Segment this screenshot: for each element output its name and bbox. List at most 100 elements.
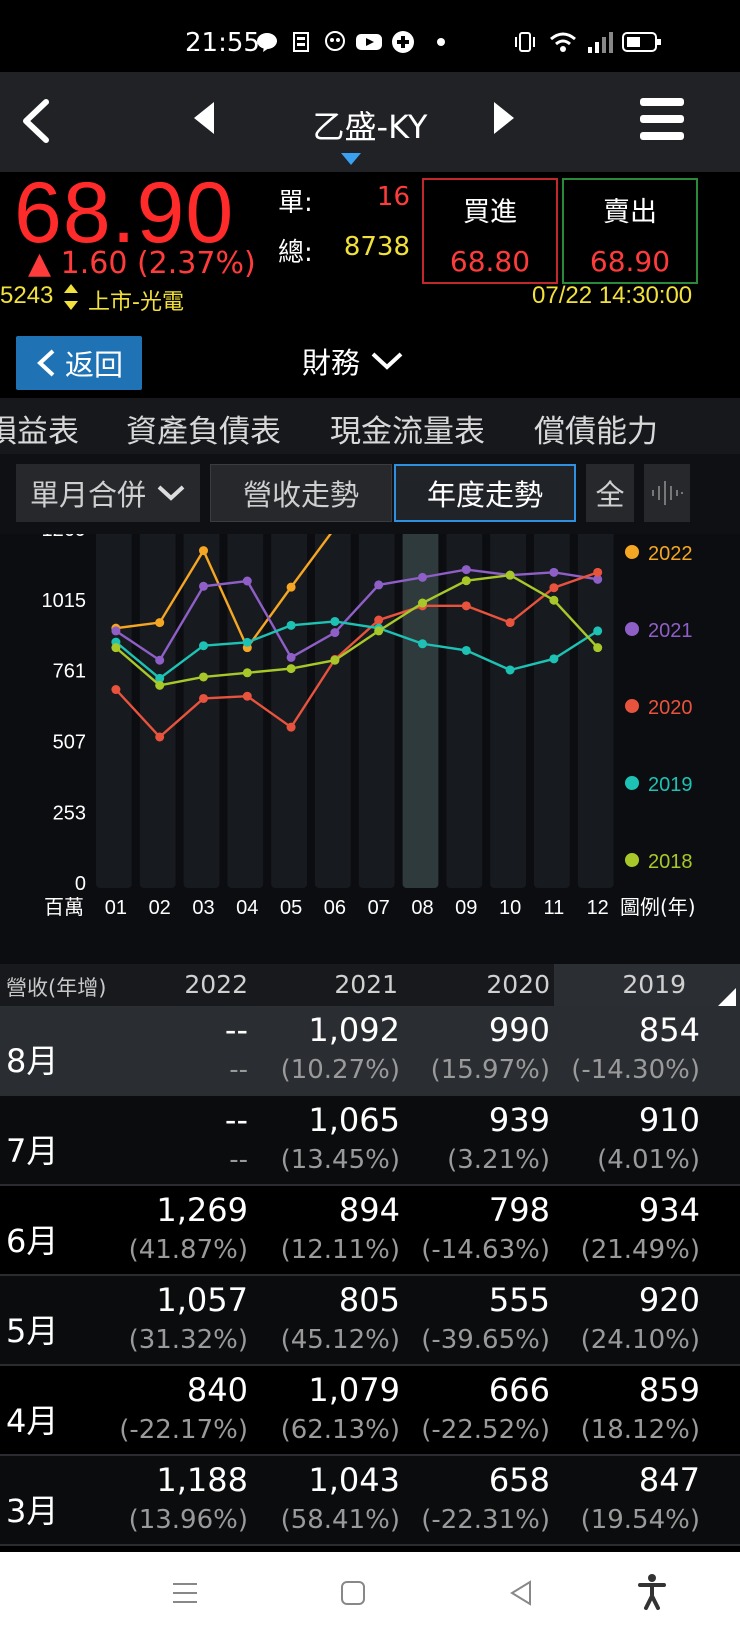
table-row[interactable]: 7月 -- -- 1,065 (13.45%) 939 (3.21%) 910 (4.01%) (0, 1096, 740, 1186)
revenue-cell: -- -- (98, 1010, 248, 1090)
data-point (242, 668, 252, 678)
revenue-yoy: (31.32%) (128, 1325, 248, 1355)
data-point (242, 637, 252, 647)
revenue-yoy: (-22.31%) (421, 1505, 550, 1535)
sell-label: 賣出 (603, 197, 657, 228)
table-header-year[interactable]: 2019 (622, 970, 686, 999)
stock-title: 乙盛-KY (312, 108, 428, 146)
buy-box[interactable]: 買進 68.80 (422, 178, 558, 284)
x-tick-label: 05 (280, 897, 302, 919)
data-point (418, 598, 427, 608)
chevron-down-icon (371, 352, 403, 370)
revenue-value: 1,092 (308, 1011, 400, 1049)
quote-panel: 68.90 ▲ 1.60 (2.37%) 單: 16 總: 8738 買進 68… (0, 165, 740, 330)
row-month: 5月 (6, 1312, 59, 1350)
table-row[interactable]: 6月 1,269 (41.87%) 894 (12.11%) 798 (-14.63%) 93… (0, 1186, 740, 1276)
single-label: 單: (278, 188, 313, 218)
accessibility-icon[interactable] (638, 1574, 666, 1614)
legend-label: 2019 (648, 774, 693, 796)
section-dropdown[interactable]: 財務 (302, 340, 404, 382)
tab-annual-trend[interactable]: 年度走勢 (394, 464, 576, 522)
triangle-right-icon[interactable] (488, 100, 518, 136)
month-column (139, 516, 176, 888)
battery-icon (622, 30, 662, 54)
data-point (461, 645, 471, 655)
tab-income-statement[interactable]: 損益表 (0, 414, 79, 450)
data-point (418, 639, 427, 649)
revenue-yoy: (10.27%) (280, 1055, 400, 1085)
revenue-value: 894 (338, 1191, 400, 1229)
menu-icon[interactable] (172, 1580, 198, 1610)
home-square-icon[interactable] (340, 1580, 366, 1610)
row-month: 6月 (6, 1222, 59, 1260)
legend-label: 2021 (648, 620, 693, 642)
revenue-cell: 805 (45.12%) (250, 1280, 400, 1360)
single-volume: 16 (376, 182, 410, 212)
data-point (330, 655, 340, 665)
hamburger-icon[interactable] (638, 94, 686, 144)
data-point (199, 693, 208, 703)
data-point (242, 691, 252, 701)
data-point (286, 722, 296, 732)
revenue-yoy: -- (229, 1055, 248, 1085)
sell-box[interactable]: 賣出 68.90 (562, 178, 698, 284)
table-row[interactable]: 5月 1,057 (31.32%) 805 (45.12%) 555 (-39.65%) 92… (0, 1276, 740, 1366)
revenue-value: 847 (638, 1461, 700, 1499)
data-point (155, 655, 165, 665)
x-tick-label: 04 (236, 897, 258, 919)
tab-cash-flow[interactable]: 現金流量表 (330, 414, 485, 450)
y-tick-label: 507 (53, 732, 86, 754)
legend-label: 2018 (648, 851, 693, 873)
revenue-cell: 990 (15.97%) (400, 1010, 550, 1090)
tab-balance-sheet[interactable]: 資產負債表 (126, 414, 281, 450)
table-row[interactable]: 4月 840 (-22.17%) 1,079 (62.13%) 666 (-22.52%) 8… (0, 1366, 740, 1456)
back-triangle-icon[interactable] (508, 1580, 534, 1610)
system-nav-bar (0, 1552, 740, 1644)
data-point (286, 664, 296, 674)
x-tick-label: 08 (411, 897, 433, 919)
stock-code: 5243 (0, 282, 54, 309)
table-row[interactable]: 8月 -- -- 1,092 (10.27%) 990 (15.97%) 854 (-14.30… (0, 1006, 740, 1096)
price-change: ▲ 1.60 (2.37%) (28, 246, 256, 281)
data-point (374, 626, 384, 636)
data-point (330, 616, 340, 626)
revenue-value: 859 (638, 1371, 700, 1409)
revenue-cell: 934 (21.49%) (550, 1190, 700, 1270)
data-point (286, 582, 296, 592)
x-tick-label: 01 (105, 897, 127, 919)
back-button[interactable]: 返回 (16, 336, 142, 390)
waveform-icon[interactable] (644, 464, 690, 522)
table-header-highlight (554, 964, 740, 1006)
revenue-yoy: (4.01%) (597, 1145, 700, 1175)
month-column (227, 516, 264, 888)
x-tick-label: 02 (149, 897, 171, 919)
data-point (593, 574, 603, 584)
revenue-cell: 1,057 (31.32%) (98, 1280, 248, 1360)
month-column (96, 516, 132, 888)
table-header-year[interactable]: 2022 (184, 970, 248, 999)
chevron-left-icon[interactable] (16, 96, 56, 146)
month-column (577, 516, 614, 888)
revenue-value: 798 (488, 1191, 550, 1229)
legend-label: 2022 (648, 543, 693, 565)
revenue-yoy: (15.97%) (430, 1055, 550, 1085)
row-month: 7月 (6, 1132, 59, 1170)
table-header-year[interactable]: 2021 (334, 970, 398, 999)
period-dropdown[interactable]: 單月合併 (16, 464, 200, 522)
highlight-column (402, 516, 439, 888)
status-time: 21:55 (185, 28, 260, 58)
tab-solvency[interactable]: 償債能力 (534, 414, 658, 450)
tab-revenue-trend[interactable]: 營收走勢 (210, 464, 392, 522)
dot-icon (436, 30, 446, 54)
revenue-cell: 1,043 (58.41%) (250, 1460, 400, 1540)
tab-all[interactable]: 全 (586, 464, 634, 522)
revenue-value: 658 (488, 1461, 550, 1499)
data-point (155, 618, 165, 628)
revenue-yoy: (21.49%) (580, 1235, 700, 1265)
revenue-value: 1,079 (308, 1371, 400, 1409)
revenue-value: 990 (488, 1011, 550, 1049)
data-point (374, 615, 384, 625)
triangle-left-icon[interactable] (190, 100, 220, 136)
table-header-year[interactable]: 2020 (486, 970, 550, 999)
table-row[interactable]: 3月 1,188 (13.96%) 1,043 (58.41%) 658 (-22.31%)… (0, 1456, 740, 1546)
